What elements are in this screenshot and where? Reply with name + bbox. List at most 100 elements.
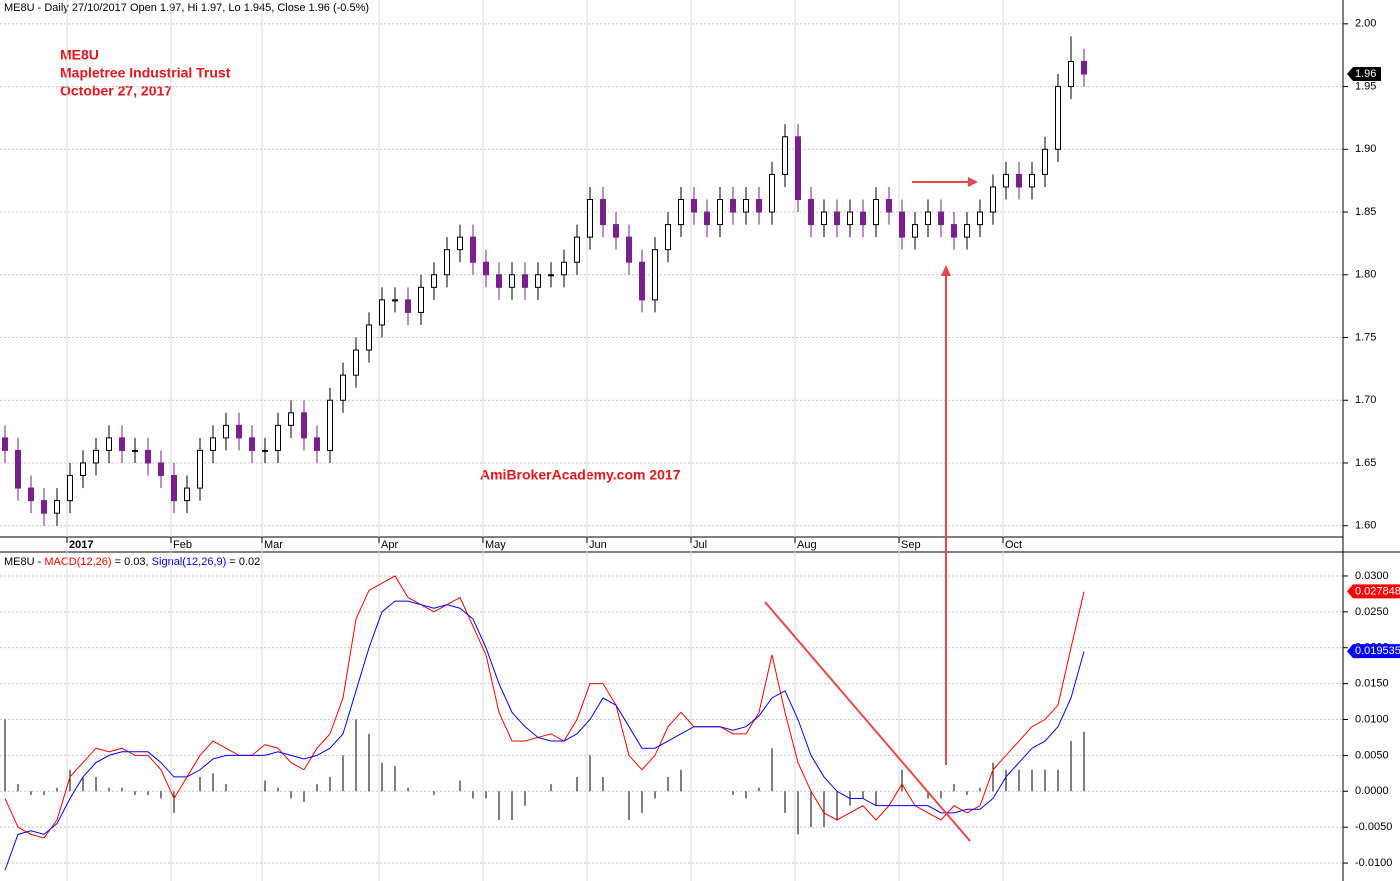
candle-body (964, 224, 970, 238)
y-tick-label: 1.70 (1355, 394, 1376, 406)
candle-body (743, 198, 749, 213)
y-tick-label: -0.0100 (1355, 857, 1392, 869)
y-tick-label: 0.0150 (1355, 678, 1389, 690)
candle-body (171, 475, 177, 502)
legend-entry: MACD(12,26) (44, 556, 111, 568)
y-tick-label: 2.00 (1355, 18, 1376, 30)
legend-value: = 0.03, (115, 556, 149, 568)
candle-body (769, 173, 775, 213)
candle-body (561, 261, 567, 276)
annotation-drawings (764, 177, 978, 842)
candle-body (184, 487, 190, 502)
candle-body (210, 437, 216, 451)
y-tick-label: 1.95 (1355, 80, 1376, 92)
candle-body (990, 186, 996, 213)
y-tick-label: 1.80 (1355, 269, 1376, 281)
candle-body (509, 274, 515, 288)
candle-body (977, 211, 983, 226)
y-tick-label: 0.0100 (1355, 713, 1389, 725)
candle-body (158, 462, 164, 477)
candle-body (67, 475, 73, 502)
candle-body (483, 261, 489, 276)
candle-body (145, 449, 151, 464)
candle-body (808, 198, 814, 226)
candle-body (15, 449, 21, 489)
candle-body (340, 374, 346, 401)
annotation: October 27, 2017 (60, 83, 172, 99)
candle-body (457, 236, 463, 251)
value-badge (1347, 67, 1381, 82)
candle-body (431, 274, 437, 288)
candle-body (236, 424, 242, 439)
candle-body (1003, 173, 1009, 188)
candle-body (80, 462, 86, 477)
candle-body (28, 487, 34, 502)
candle-body (834, 211, 840, 226)
x-tick-label: Jul (693, 539, 707, 551)
candle-body (353, 349, 359, 376)
y-tick-label: 0.0000 (1355, 785, 1389, 797)
candle-body (405, 299, 411, 313)
indicator-line (4, 600, 1085, 871)
candle-body (522, 274, 528, 288)
candle-body (704, 211, 710, 226)
candle-body (197, 449, 203, 489)
candle-body (951, 224, 957, 238)
candle-body (626, 236, 632, 263)
value-badge-label: 1.96 (1355, 68, 1376, 80)
candle-body (678, 198, 684, 226)
candle-body (301, 412, 307, 439)
candle-body (314, 437, 320, 451)
x-tick-label: Feb (173, 539, 192, 551)
candle-body (1029, 173, 1035, 188)
candle-body (821, 211, 827, 226)
x-tick-label: Apr (381, 539, 398, 551)
candle-body (392, 299, 398, 302)
candle-body (327, 399, 333, 451)
y-tick-label: 1.90 (1355, 143, 1376, 155)
candle-body (873, 198, 879, 226)
indicator-title: ME8U - MACD(12,26) = 0.03, Signal(12,26,… (4, 556, 260, 568)
candle-body (574, 236, 580, 263)
candle-body (717, 198, 723, 226)
candle-body (223, 424, 229, 439)
candle-body (639, 261, 645, 301)
annotation: Mapletree Industrial Trust (60, 65, 231, 81)
arrow-head (968, 177, 978, 187)
candle-body (366, 324, 372, 351)
arrow-head (941, 265, 951, 276)
candle-body (782, 136, 788, 175)
value-badge-label: 0.019535 (1355, 645, 1400, 657)
candle-body (41, 500, 47, 514)
x-tick-label: Mar (264, 539, 283, 551)
candle-body (730, 198, 736, 213)
value-badge-label: 0.027848 (1355, 585, 1400, 597)
candle-body (860, 211, 866, 226)
candle-body (587, 198, 593, 238)
candle-body (1055, 86, 1061, 150)
candle-body (496, 274, 502, 288)
y-tick-label: 1.65 (1355, 457, 1376, 469)
candle-body (262, 449, 268, 452)
candle-body (1042, 148, 1048, 175)
candle-body (106, 437, 112, 451)
candle-body (418, 286, 424, 313)
chart-title: ME8U - Daily 27/10/2017 Open 1.97, Hi 1.… (4, 2, 369, 14)
y-tick-label: -0.0050 (1355, 821, 1392, 833)
trend-line (764, 601, 971, 842)
candle-body (886, 198, 892, 213)
x-tick-label: Jun (589, 539, 607, 551)
candle-body (795, 136, 801, 200)
candle-body (548, 274, 554, 277)
x-tick-label: Oct (1005, 539, 1022, 551)
candle-body (613, 224, 619, 238)
candle-body (275, 424, 281, 451)
candle-body (132, 449, 138, 452)
candle-body (444, 249, 450, 276)
candle-body (756, 198, 762, 213)
y-tick-label: 0.0050 (1355, 749, 1389, 761)
candle-body (938, 211, 944, 226)
x-tick-label: May (485, 539, 506, 551)
y-tick-label: 1.60 (1355, 520, 1376, 532)
